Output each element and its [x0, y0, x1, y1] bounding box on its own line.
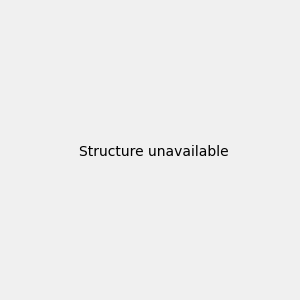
Text: Structure unavailable: Structure unavailable — [79, 145, 229, 158]
